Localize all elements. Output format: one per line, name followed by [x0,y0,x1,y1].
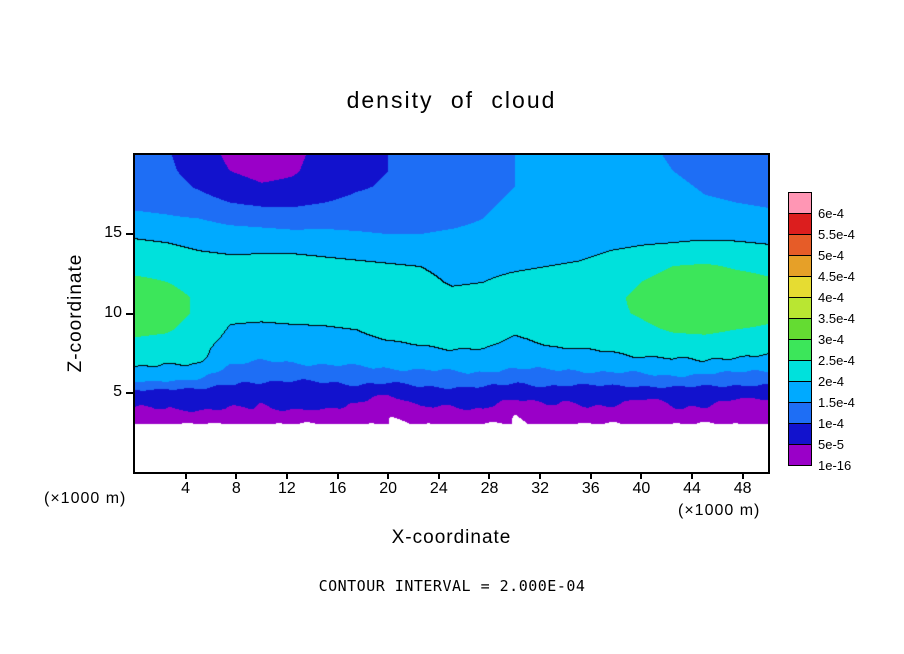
colorbar-label: 1.5e-4 [818,395,855,410]
colorbar-cell [789,382,811,403]
x-tick [235,472,238,479]
x-tick-label: 8 [231,480,241,497]
x-tick-label: 12 [278,480,296,497]
x-tick [539,472,542,479]
x-tick-label: 32 [531,480,549,497]
x-tick [640,472,643,479]
colorbar-label: 5.5e-4 [818,227,855,242]
colorbar-cell [789,277,811,298]
x-tick [336,472,339,479]
x-tick [184,472,187,479]
x-tick-label: 20 [379,480,398,497]
x-tick-label: 48 [733,480,752,497]
colorbar-label: 1e-16 [818,458,852,473]
x-unit-left: (×1000 m) [44,490,127,507]
x-tick-label: 28 [480,480,499,497]
x-tick [741,472,744,479]
colorbar [788,192,812,466]
colorbar-cell [789,403,811,424]
z-tick [126,391,133,394]
z-tick-label: 5 [113,382,122,400]
plot-frame [133,153,770,474]
colorbar-label: 2e-4 [818,374,845,389]
colorbar-cell [789,424,811,445]
x-tick [488,472,491,479]
x-tick [691,472,694,479]
contour-plot-canvas [135,155,768,472]
colorbar-cell [789,235,811,256]
x-tick-label: 36 [581,480,600,497]
colorbar-label: 5e-4 [818,248,845,263]
contour-interval-note: CONTOUR INTERVAL = 2.000E-04 [318,577,586,595]
colorbar-label: 4e-4 [818,290,845,305]
colorbar-cell [789,193,811,214]
colorbar-cell [789,445,811,465]
x-tick [387,472,390,479]
colorbar-label: 2.5e-4 [818,353,855,368]
colorbar-cell [789,319,811,340]
colorbar-label: 1e-4 [818,416,845,431]
x-tick [285,472,288,479]
colorbar-cell [789,214,811,235]
colorbar-cell [789,298,811,319]
colorbar-label: 3e-4 [818,332,845,347]
colorbar-cell [789,256,811,277]
x-tick [589,472,592,479]
colorbar-label: 6e-4 [818,206,845,221]
z-tick-label: 15 [104,224,122,242]
z-tick-label: 10 [104,303,122,321]
colorbar-cell [789,340,811,361]
colorbar-label: 4.5e-4 [818,269,855,284]
colorbar-label: 5e-5 [818,437,845,452]
colorbar-label: 3.5e-4 [818,311,855,326]
plot-title: density of cloud [346,87,557,113]
x-tick-label: 44 [683,480,701,497]
x-tick-label: 4 [181,480,191,497]
colorbar-cell [789,361,811,382]
x-tick-label: 16 [328,480,347,497]
x-tick [437,472,440,479]
z-tick [126,233,133,236]
x-unit-right: (×1000 m) [678,502,761,519]
x-tick-label: 24 [429,480,448,497]
x-tick-label: 40 [632,480,651,497]
z-tick [126,312,133,315]
x-axis-label: X-coordinate [391,527,512,548]
